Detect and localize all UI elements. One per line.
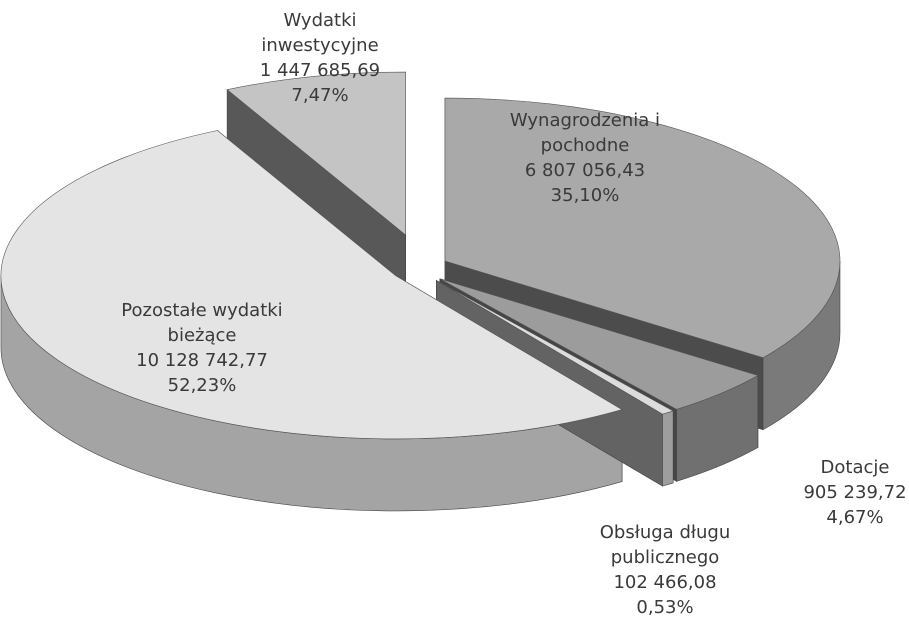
slice-label: Obsługa długu publicznego 102 466,08 0,53% bbox=[580, 520, 750, 620]
label-line: 102 466,08 bbox=[613, 572, 717, 593]
label-line: 52,23% bbox=[167, 375, 237, 396]
label-line: 905 239,72 bbox=[803, 482, 907, 503]
label-line: 1 447 685,69 bbox=[259, 60, 381, 81]
label-line: 4,67% bbox=[826, 507, 884, 528]
label-line: Pozostałe wydatki bieżące bbox=[121, 300, 283, 346]
label-line: Dotacje bbox=[820, 457, 890, 478]
pie-slice bbox=[0, 130, 623, 440]
pie-slice bbox=[226, 71, 406, 236]
pie-slice bbox=[439, 278, 759, 410]
pie-slice bbox=[444, 97, 841, 359]
slice-label: Wynagrodzenia i pochodne 6 807 056,43 35,1… bbox=[490, 108, 680, 208]
label-line: 6 807 056,43 bbox=[524, 160, 646, 181]
label-line: Obsługa długu publicznego bbox=[599, 522, 731, 568]
label-line: 7,47% bbox=[291, 85, 349, 106]
slice-outer-wall bbox=[662, 410, 674, 487]
label-line: 35,10% bbox=[550, 185, 620, 206]
label-line: 0,53% bbox=[636, 597, 694, 618]
slice-label: Wydatki inwestycyjne 1 447 685,69 7,47% bbox=[245, 8, 395, 108]
slice-label: Pozostałe wydatki bieżące 10 128 742,77 52… bbox=[92, 298, 312, 398]
label-line: 10 128 742,77 bbox=[136, 350, 268, 371]
label-line: Wydatki inwestycyjne bbox=[261, 10, 379, 56]
label-line: Wynagrodzenia i pochodne bbox=[509, 110, 661, 156]
slice-label: Dotacje 905 239,72 4,67% bbox=[800, 455, 909, 530]
pie-slice bbox=[436, 280, 674, 415]
